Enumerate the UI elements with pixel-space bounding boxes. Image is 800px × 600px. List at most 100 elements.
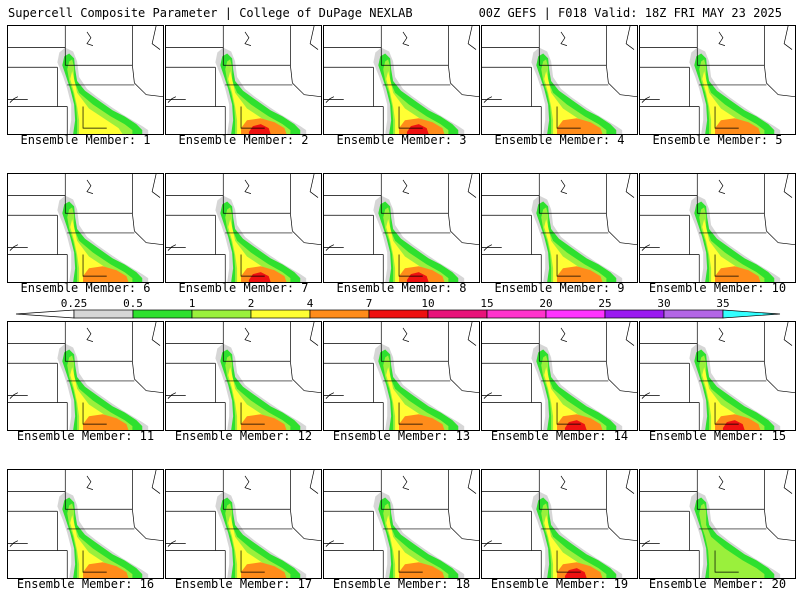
colorbar-tick-label: 20	[539, 298, 552, 310]
ensemble-member-1-map	[7, 25, 164, 135]
scp-shade-4	[83, 562, 129, 578]
scp-field-plot	[166, 174, 321, 282]
ensemble-member-20-map	[639, 469, 796, 579]
colorbar-tick-label: 25	[598, 298, 611, 310]
state-borders	[8, 322, 163, 430]
scp-shade-4	[83, 266, 129, 282]
ensemble-member-label: Ensemble Member: 13	[332, 429, 471, 443]
colorbar-swatch	[545, 309, 606, 319]
scp-shade-4	[715, 118, 761, 134]
colorbar-swatch	[604, 309, 665, 319]
scp-field-plot	[8, 322, 163, 430]
ensemble-member-9-map	[481, 173, 638, 283]
state-borders	[482, 322, 637, 430]
scp-field-plot	[482, 470, 637, 578]
coastline	[641, 392, 651, 399]
scp-shade-7	[406, 124, 429, 134]
coastline	[483, 392, 493, 399]
state-borders	[640, 470, 795, 578]
state-borders	[8, 470, 163, 578]
ensemble-member-label: Ensemble Member: 2	[178, 133, 309, 147]
ensemble-member-12-map	[165, 321, 322, 431]
ensemble-member-label: Ensemble Member: 14	[490, 429, 629, 443]
coastline	[325, 392, 335, 399]
ensemble-member-6-map	[7, 173, 164, 283]
coastline	[167, 244, 177, 251]
colorbar-tick-label: 0.5	[123, 298, 143, 310]
scp-field-plot	[324, 470, 479, 578]
state-borders	[640, 322, 795, 430]
colorbar-tick-label: 1	[189, 298, 196, 310]
coastline	[167, 96, 177, 103]
scp-field-plot	[324, 174, 479, 282]
scp-field-plot	[8, 470, 163, 578]
ensemble-member-label: Ensemble Member: 16	[16, 577, 155, 591]
scp-field-plot	[166, 322, 321, 430]
state-borders	[324, 470, 479, 578]
ensemble-member-label: Ensemble Member: 18	[332, 577, 471, 591]
ensemble-member-13-map	[323, 321, 480, 431]
ensemble-member-3-map	[323, 25, 480, 135]
scp-field-plot	[482, 322, 637, 430]
ensemble-member-label: Ensemble Member: 12	[174, 429, 313, 443]
colorbar-swatch	[250, 309, 311, 319]
coastline	[167, 540, 177, 547]
scp-field-plot	[640, 470, 795, 578]
state-borders	[640, 26, 795, 134]
scp-field-plot	[8, 26, 163, 134]
scp-shade-7	[406, 272, 429, 282]
scp-shade-4	[557, 118, 603, 134]
scp-shade-4	[399, 414, 445, 430]
colorbar-swatch	[132, 309, 193, 319]
scp-shade-4	[241, 562, 287, 578]
state-borders	[8, 174, 163, 282]
scp-shade-4	[399, 562, 445, 578]
colorbar-tick-label: 4	[307, 298, 314, 310]
scp-shade-4	[83, 414, 129, 430]
ensemble-member-8-map	[323, 173, 480, 283]
ensemble-member-15-map	[639, 321, 796, 431]
ensemble-member-5-map	[639, 25, 796, 135]
ensemble-member-label: Ensemble Member: 6	[20, 281, 151, 295]
colorbar-tick-label: 10	[421, 298, 434, 310]
scp-shade-7	[722, 420, 745, 430]
scp-shade-4	[557, 266, 603, 282]
scp-shade-7	[248, 272, 271, 282]
scp-field-plot	[324, 26, 479, 134]
colorbar-swatch	[73, 309, 134, 319]
ensemble-member-4-map	[481, 25, 638, 135]
coastline	[9, 392, 19, 399]
state-borders	[166, 174, 321, 282]
scp-shade-1	[699, 503, 765, 578]
state-borders	[482, 470, 637, 578]
ensemble-member-label: Ensemble Member: 17	[174, 577, 313, 591]
scp-field-plot	[324, 322, 479, 430]
scp-field-plot	[640, 174, 795, 282]
colorbar-swatch	[191, 309, 252, 319]
coastline	[9, 244, 19, 251]
colorbar-tick-label: 15	[480, 298, 493, 310]
coastline	[325, 540, 335, 547]
ensemble-member-19-map	[481, 469, 638, 579]
state-borders	[8, 26, 163, 134]
ensemble-member-18-map	[323, 469, 480, 579]
scp-field-plot	[166, 26, 321, 134]
colorbar-swatch	[427, 309, 488, 319]
colorbar-swatch	[368, 309, 429, 319]
ensemble-member-label: Ensemble Member: 4	[494, 133, 625, 147]
scp-shade-4	[241, 414, 287, 430]
colorbar-tick-label: 2	[248, 298, 255, 310]
colorbar-tick-label: 0.25	[61, 298, 88, 310]
coastline	[641, 540, 651, 547]
colorbar-swatch	[663, 309, 724, 319]
scp-field-plot	[482, 174, 637, 282]
ensemble-member-7-map	[165, 173, 322, 283]
coastline	[483, 540, 493, 547]
scp-field-plot	[8, 174, 163, 282]
header-valid-time: 00Z GEFS | F018 Valid: 18Z FRI MAY 23 20…	[478, 6, 782, 20]
scp-field-plot	[640, 26, 795, 134]
state-borders	[166, 470, 321, 578]
scp-field-plot	[166, 470, 321, 578]
ensemble-member-label: Ensemble Member: 8	[336, 281, 467, 295]
ensemble-member-label: Ensemble Member: 9	[494, 281, 625, 295]
